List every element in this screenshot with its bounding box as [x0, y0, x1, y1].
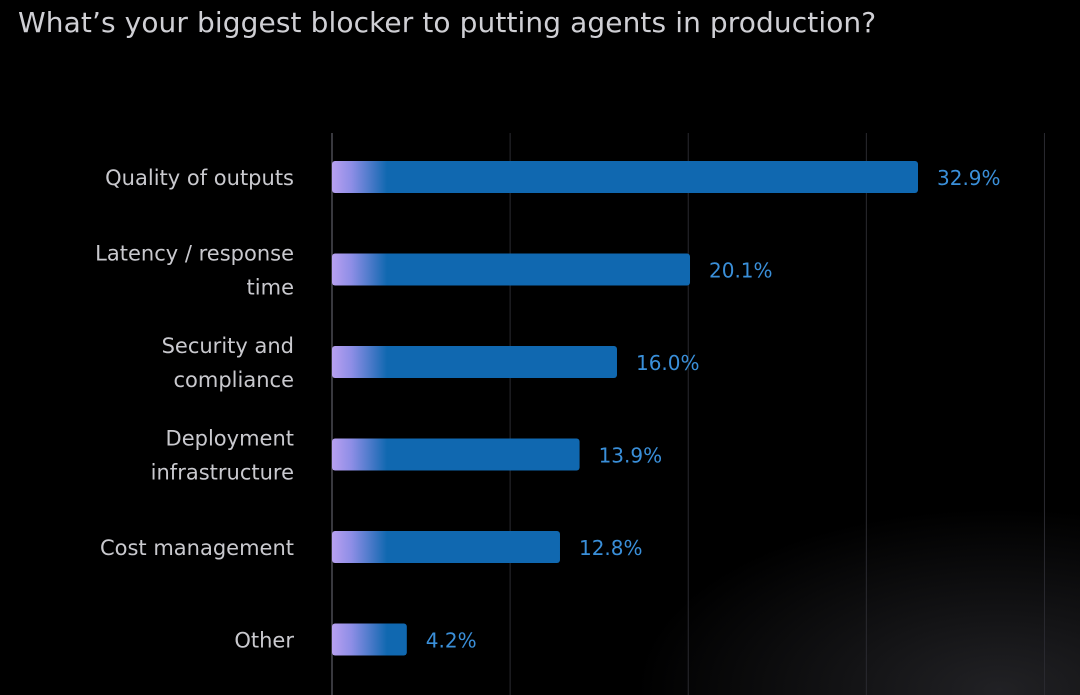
category-label: Other [234, 629, 294, 653]
bar [332, 438, 580, 471]
value-label: 12.8% [579, 536, 643, 560]
value-label: 16.0% [636, 351, 700, 375]
value-label: 13.9% [599, 444, 663, 468]
grid-lines [331, 133, 1045, 695]
bar [332, 253, 691, 286]
category-label: Latency / response time [95, 242, 294, 300]
category-label: Security and compliance [162, 334, 294, 392]
value-label: 20.1% [709, 259, 773, 283]
category-label: Quality of outputs [105, 166, 294, 190]
category-labels: Quality of outputs Latency / response time… [95, 166, 294, 653]
chart-title: What’s your biggest blocker to putting a… [18, 6, 877, 39]
bar [332, 346, 617, 378]
category-label: Cost management [100, 536, 294, 560]
category-label: Deployment infrastructure [151, 427, 294, 485]
bars [332, 161, 918, 656]
bar [332, 531, 560, 563]
value-label: 32.9% [937, 166, 1001, 190]
bar [332, 623, 407, 656]
bar [332, 161, 918, 193]
value-label: 4.2% [426, 629, 477, 653]
value-labels: 32.9% 20.1% 16.0% 13.9% 12.8% 4.2% [426, 166, 1001, 653]
